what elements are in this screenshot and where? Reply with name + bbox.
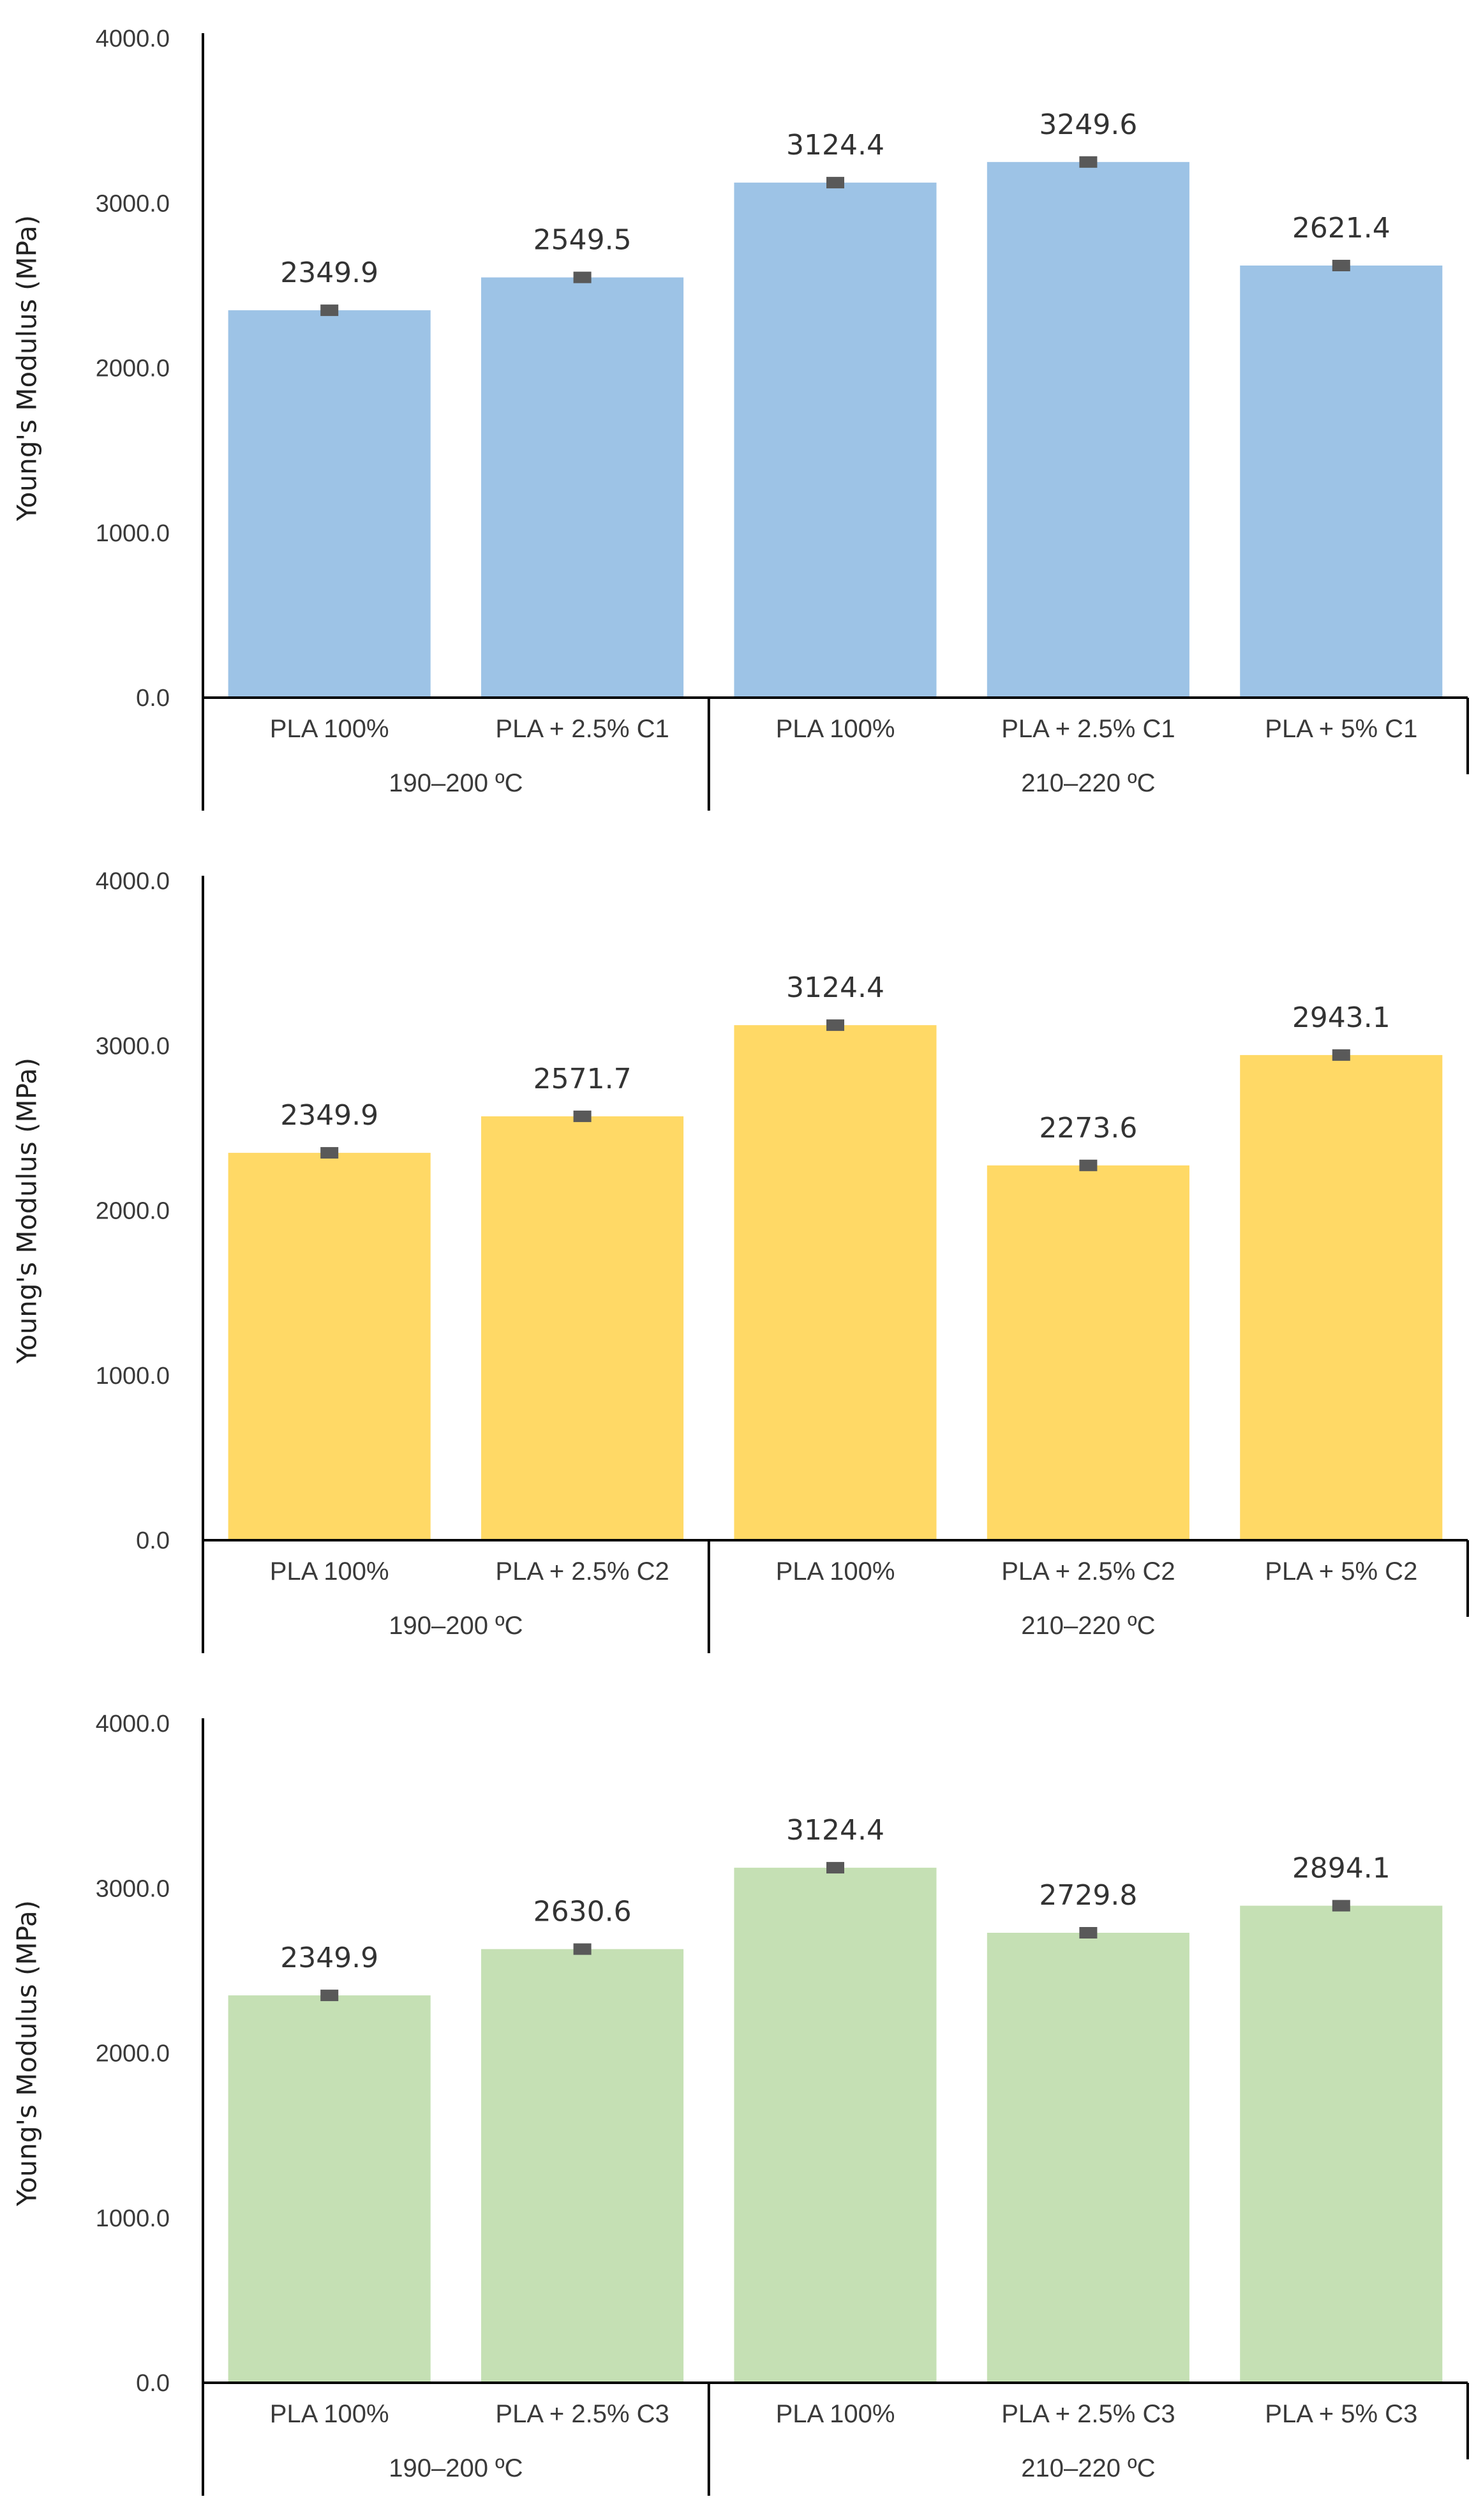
category-label: PLA + 2.5% C3 <box>1001 2400 1175 2428</box>
category-label: PLA + 2.5% C1 <box>1001 715 1175 743</box>
y-tick-label: 3000.0 <box>96 1033 170 1060</box>
y-tick-label: 2000.0 <box>96 356 170 382</box>
error-bar <box>826 1862 844 1874</box>
bar <box>1240 266 1443 698</box>
data-label: 2621.4 <box>1292 212 1390 244</box>
data-label: 2894.1 <box>1292 1852 1390 1885</box>
error-bar <box>1332 260 1350 271</box>
error-bar <box>320 1990 339 2002</box>
error-bar <box>573 1943 592 1955</box>
data-label: 3249.6 <box>1039 109 1137 141</box>
chart-panel-3: 2349.9 2630.6 3124.4 2729.8 2894.1 0.0 1000.0 2… <box>11 1711 1469 2496</box>
bar <box>734 1868 937 2383</box>
y-tick-label: 4000.0 <box>96 868 170 895</box>
data-label: 2273.6 <box>1039 1112 1137 1144</box>
bar <box>481 277 684 698</box>
y-tick-label: 4000.0 <box>96 26 170 52</box>
data-label: 2349.9 <box>280 1942 378 1974</box>
y-axis-title: Young's Modulus (MPa) <box>11 1058 43 1364</box>
y-tick-label: 2000.0 <box>96 2041 170 2067</box>
category-label: PLA + 2.5% C3 <box>495 2400 669 2428</box>
category-label: PLA + 2.5% C2 <box>495 1557 669 1586</box>
bar <box>987 161 1189 698</box>
bar <box>987 1933 1189 2383</box>
group-label: 190–200 ºC <box>389 769 523 797</box>
category-label: PLA 100% <box>776 715 895 743</box>
group-label: 210–220 ºC <box>1021 1612 1155 1640</box>
y-tick-label: 0.0 <box>136 2370 170 2397</box>
bar <box>228 1995 431 2383</box>
category-label: PLA 100% <box>270 2400 389 2428</box>
error-bar <box>1332 1900 1350 1912</box>
y-tick-label: 1000.0 <box>96 2205 170 2232</box>
data-label: 3124.4 <box>786 129 884 161</box>
y-tick-label: 3000.0 <box>96 1875 170 1902</box>
y-tick-label: 4000.0 <box>96 1711 170 1737</box>
y-tick-label: 1000.0 <box>96 1363 170 1390</box>
bar <box>734 183 937 698</box>
category-label: PLA + 2.5% C2 <box>1001 1557 1175 1586</box>
bar <box>228 1153 431 1540</box>
bar <box>734 1025 937 1540</box>
y-tick-label: 0.0 <box>136 685 170 712</box>
group-label: 190–200 ºC <box>389 2454 523 2482</box>
data-label: 2349.9 <box>280 257 378 289</box>
y-tick-label: 2000.0 <box>96 1198 170 1225</box>
bar <box>1240 1054 1443 1540</box>
category-label: PLA + 5% C1 <box>1265 715 1417 743</box>
error-bar <box>320 304 339 317</box>
data-label: 3124.4 <box>786 1814 884 1847</box>
error-bar <box>826 177 844 189</box>
y-axis-title: Young's Modulus (MPa) <box>11 215 43 521</box>
group-label: 210–220 ºC <box>1021 769 1155 797</box>
bar <box>481 1116 684 1540</box>
group-label: 190–200 ºC <box>389 1612 523 1640</box>
y-axis-title: Young's Modulus (MPa) <box>11 1900 43 2207</box>
category-label: PLA + 5% C3 <box>1265 2400 1417 2428</box>
error-bar <box>1332 1049 1350 1061</box>
data-label: 2630.6 <box>533 1896 632 1928</box>
category-label: PLA 100% <box>776 2400 895 2428</box>
data-label: 3124.4 <box>786 971 884 1004</box>
data-label: 2571.7 <box>533 1063 632 1095</box>
y-tick-label: 0.0 <box>136 1527 170 1554</box>
y-tick-label: 1000.0 <box>96 520 170 547</box>
category-label: PLA 100% <box>776 1557 895 1586</box>
error-bar <box>573 271 592 283</box>
data-label: 2349.9 <box>280 1099 378 1132</box>
category-label: PLA 100% <box>270 715 389 743</box>
data-label: 2549.5 <box>533 224 632 257</box>
group-label: 210–220 ºC <box>1021 2454 1155 2482</box>
bar <box>987 1165 1189 1540</box>
data-label: 2729.8 <box>1039 1879 1137 1912</box>
error-bar <box>1079 1927 1098 1939</box>
chart-panel-2: 2349.9 2571.7 3124.4 2273.6 2943.1 0.0 1000.0 2… <box>11 868 1469 1653</box>
category-label: PLA + 2.5% C1 <box>495 715 669 743</box>
bar <box>1240 1905 1443 2383</box>
y-tick-label: 3000.0 <box>96 190 170 217</box>
error-bar <box>573 1110 592 1122</box>
category-label: PLA + 5% C2 <box>1265 1557 1417 1586</box>
data-label: 2943.1 <box>1292 1001 1390 1034</box>
error-bar <box>320 1147 339 1159</box>
error-bar <box>826 1019 844 1031</box>
error-bar <box>1079 156 1098 168</box>
chart-panel-1: 2349.9 2549.5 3124.4 3249.6 2621.4 0.0 1000.0 2… <box>11 26 1469 811</box>
category-label: PLA 100% <box>270 1557 389 1586</box>
error-bar <box>1079 1159 1098 1171</box>
bar <box>228 310 431 698</box>
bar <box>481 1949 684 2383</box>
